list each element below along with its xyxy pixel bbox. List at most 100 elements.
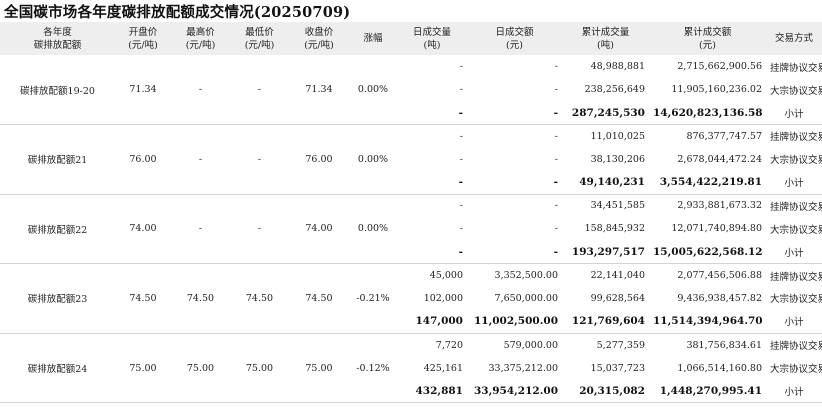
cumulative-amount-cell: 2,077,456,506.88	[677, 270, 762, 282]
day-volume-cell: -	[459, 153, 463, 165]
header-low: 最低价 (元/吨)	[244, 26, 275, 51]
cumulative-amount-cell: 381,756,834.61	[686, 339, 762, 351]
day-amount-cell: -	[467, 170, 562, 195]
day-amount-cell: 33,954,212.00	[467, 379, 562, 404]
subtotal-row: - -193,297,517 15,005,622,568.12 小计	[0, 240, 822, 265]
trade-mode-cell: 大宗协议交易	[770, 224, 822, 236]
cumulative-volume-cell: 34,451,585	[590, 200, 645, 212]
day-volume-cell: -	[459, 223, 463, 235]
trade-mode-cell: 小计	[766, 101, 822, 126]
cumulative-amount-cell: 876,377,747.57	[686, 130, 762, 142]
trade-mode-cell: 挂牌协议交易	[770, 132, 822, 144]
trade-mode-cell: 小计	[766, 379, 822, 404]
cumulative-amount-cell: 3,554,422,219.81	[649, 170, 766, 195]
table-row: 102,000 7,650,000.00 99,628,564 9,436,938,4…	[0, 287, 822, 310]
low-price-cell: -	[230, 55, 289, 126]
table-row: 425,161 33,375,212.00 15,037,723 1,066,514,…	[0, 356, 822, 379]
cumulative-amount-cell: 2,678,044,472.24	[677, 153, 762, 165]
day-volume-cell: -	[459, 84, 463, 96]
cumulative-volume-cell: 193,297,517	[562, 240, 649, 265]
trade-mode-cell: 小计	[766, 310, 822, 334]
day-volume-cell: -	[459, 130, 463, 142]
header-open: 开盘价 (元/吨)	[128, 26, 158, 51]
cumulative-amount-cell: 12,071,740,894.80	[671, 223, 762, 235]
cumulative-amount-cell: 15,005,622,568.12	[649, 240, 766, 265]
carbon-trading-table: 各年度 碳排放配额 开盘价 (元/吨) 最高价 (元/吨) 最低价 (元/吨) 收盘价(…	[0, 22, 822, 404]
day-volume-cell: 102,000	[423, 292, 463, 304]
cumulative-amount-cell: 2,933,881,673.32	[677, 200, 762, 212]
change-cell: 0.00%	[349, 124, 397, 195]
quota-name-cell: 碳排放配额22	[0, 194, 115, 265]
day-volume-cell: 45,000	[429, 270, 463, 282]
change-cell: -0.21%	[349, 263, 397, 334]
close-price-cell: 71.34	[289, 55, 349, 126]
table-row: 碳排放配额24 75.00 75.00 75.00 75.00 -0.12% 7,720 57…	[0, 333, 822, 404]
trade-mode-cell: 挂牌协议交易	[770, 62, 822, 74]
day-amount-cell: -	[467, 101, 562, 126]
page-title: 全国碳市场各年度碳排放配额成交情况(20250709)	[4, 4, 351, 21]
open-price-cell: 75.00	[115, 333, 171, 404]
day-volume-cell: 147,000	[397, 310, 467, 334]
table-row: - - 38,130,206 2,678,044,472.24 大宗协议交易	[0, 148, 822, 171]
day-volume-cell: -	[397, 101, 467, 126]
low-price-cell: 75.00	[230, 333, 289, 404]
header-trade-mode: 交易方式	[774, 33, 813, 44]
trade-mode-cell: 大宗协议交易	[770, 294, 822, 306]
day-volume-cell: -	[397, 170, 467, 195]
day-volume-cell: 425,161	[423, 362, 463, 374]
cumulative-amount-cell: 9,436,938,457.82	[677, 292, 762, 304]
trade-mode-cell: 挂牌协议交易	[770, 341, 822, 353]
cumulative-volume-cell: 287,245,530	[562, 101, 649, 126]
day-amount-cell: -	[467, 240, 562, 265]
table-row: 碳排放配额21 76.00- -76.00 0.00% - -11,010,025 876,…	[0, 124, 822, 195]
header-year: 各年度 碳排放配额	[33, 26, 82, 51]
day-amount-cell: 33,375,212.00	[488, 362, 558, 374]
cumulative-volume-cell: 238,256,649	[584, 84, 645, 96]
close-price-cell: 75.00	[289, 333, 349, 404]
header-high: 最高价 (元/吨)	[185, 26, 216, 51]
header-cumulative-amount: 累计成交额 (元)	[683, 26, 732, 51]
change-cell: 0.00%	[349, 55, 397, 126]
change-cell: 0.00%	[349, 194, 397, 265]
close-price-cell: 74.50	[289, 263, 349, 334]
open-price-cell: 71.34	[115, 55, 171, 126]
high-price-cell: -	[171, 194, 230, 265]
high-price-cell: 74.50	[171, 263, 230, 334]
day-amount-cell: -	[554, 130, 558, 142]
table-row: 碳排放配额23 74.50 74.50 74.50 74.50 -0.21% 45,000 3…	[0, 263, 822, 334]
day-amount-cell: 579,000.00	[503, 339, 558, 351]
cumulative-volume-cell: 11,010,025	[590, 130, 645, 142]
low-price-cell: 74.50	[230, 263, 289, 334]
trade-mode-cell: 挂牌协议交易	[770, 271, 822, 283]
cumulative-volume-cell: 121,769,604	[562, 310, 649, 334]
header-change: 涨幅	[363, 33, 383, 44]
open-price-cell: 74.00	[115, 194, 171, 265]
day-volume-cell: 7,720	[435, 339, 463, 351]
cumulative-amount-cell: 14,620,823,136.58	[649, 101, 766, 126]
day-amount-cell: -	[554, 200, 558, 212]
day-volume-cell: -	[397, 240, 467, 265]
header-day-volume: 日成交量 (吨)	[412, 26, 451, 51]
high-price-cell: -	[171, 55, 230, 126]
low-price-cell: -	[230, 124, 289, 195]
cumulative-volume-cell: 15,037,723	[590, 362, 645, 374]
table-row: - - 238,256,649 11,905,160,236.02 大宗协议交易	[0, 78, 822, 101]
cumulative-amount-cell: 1,448,270,995.41	[649, 379, 766, 404]
table-row: - - 158,845,932 12,071,740,894.80 大宗协议交易	[0, 217, 822, 240]
quota-name-cell: 碳排放配额24	[0, 333, 115, 404]
change-cell: -0.12%	[349, 333, 397, 404]
trade-mode-cell: 大宗协议交易	[770, 85, 822, 97]
close-price-cell: 74.00	[289, 194, 349, 265]
day-amount-cell: -	[554, 84, 558, 96]
low-price-cell: -	[230, 194, 289, 265]
subtotal-row: - -287,245,530 14,620,823,136.58 小计	[0, 101, 822, 126]
cumulative-volume-cell: 5,277,359	[596, 339, 645, 351]
close-price-cell: 76.00	[289, 124, 349, 195]
trade-mode-cell: 挂牌协议交易	[770, 201, 822, 213]
cumulative-volume-cell: 99,628,564	[590, 292, 645, 304]
cumulative-amount-cell: 1,066,514,160.80	[677, 362, 762, 374]
day-amount-cell: 7,650,000.00	[494, 292, 558, 304]
open-price-cell: 76.00	[115, 124, 171, 195]
high-price-cell: 75.00	[171, 333, 230, 404]
subtotal-row: 147,000 11,002,500.00 121,769,604 11,514,39…	[0, 310, 822, 334]
